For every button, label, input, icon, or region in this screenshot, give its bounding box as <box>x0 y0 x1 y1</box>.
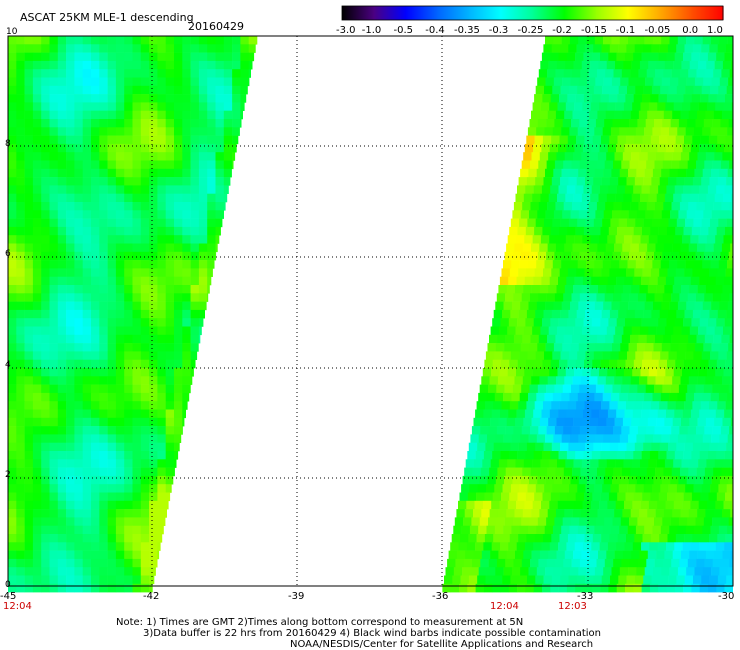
colorbar-tick-label: -0.3 <box>488 25 509 36</box>
colorbar-tick-label: -3.0 <box>336 25 356 36</box>
colorbar-segment <box>437 6 470 20</box>
lon-label-minus45: -45 <box>0 591 17 602</box>
swath-time-2: 12:04 <box>490 601 519 612</box>
lat-label-0: 0 <box>5 580 11 590</box>
colorbar-segment <box>596 6 629 20</box>
swath-time-3: 12:03 <box>558 601 587 612</box>
colorbar-tick-label: -0.35 <box>454 25 480 36</box>
colorbar-tick-label: 1.0 <box>707 25 723 36</box>
lat-label-2: 2 <box>5 470 11 480</box>
map-grid <box>8 36 733 586</box>
swath-data-layer <box>8 36 733 593</box>
colorbar-tick-label: -0.05 <box>644 25 671 36</box>
lon-label-minus36: -36 <box>432 591 449 602</box>
map-date: 20160429 <box>188 20 244 33</box>
lon-label-minus30: -30 <box>718 591 735 602</box>
lat-label-4: 4 <box>5 360 11 370</box>
colorbar-segment <box>342 6 375 20</box>
colorbar-segment <box>500 6 534 20</box>
colorbar <box>341 5 724 21</box>
colorbar-segment <box>469 6 502 20</box>
lat-label-10: 10 <box>6 27 18 37</box>
colorbar-tick-label: -0.1 <box>615 25 636 36</box>
map-title: ASCAT 25KM MLE-1 descending <box>20 11 194 24</box>
colorbar-tick-label: -0.4 <box>425 25 445 36</box>
colorbar-tick-label: -0.15 <box>581 25 607 36</box>
lat-label-6: 6 <box>5 249 11 259</box>
swath-time-1: 12:04 <box>3 601 32 612</box>
lat-label-8: 8 <box>5 139 11 149</box>
colorbar-tick-label: 0.0 <box>682 25 699 36</box>
colorbar-segment <box>691 6 724 20</box>
colorbar-segment <box>405 6 438 20</box>
colorbar-tick-label: -0.2 <box>552 25 572 36</box>
colorbar-segment <box>532 6 565 20</box>
colorbar-segment <box>627 6 661 20</box>
colorbar-tick-label: -0.25 <box>517 25 544 36</box>
colorbar-tick-label: -1.0 <box>361 25 382 36</box>
colorbar-segment <box>564 6 597 20</box>
note-line-2: 3)Data buffer is 22 hrs from 20160429 4)… <box>143 628 601 639</box>
colorbar-tick-label: -0.5 <box>393 25 414 36</box>
colorbar-segment <box>659 6 692 20</box>
lon-label-minus42: -42 <box>143 591 160 602</box>
lon-label-minus33: -33 <box>577 591 594 602</box>
plot-frame <box>7 35 734 587</box>
note-line-1: Note: 1) Times are GMT 2)Times along bot… <box>116 617 524 628</box>
lon-label-minus39: -39 <box>288 591 305 602</box>
colorbar-frame <box>341 5 724 21</box>
note-line-3: NOAA/NESDIS/Center for Satellite Applica… <box>290 639 594 650</box>
colorbar-segment <box>373 6 407 20</box>
